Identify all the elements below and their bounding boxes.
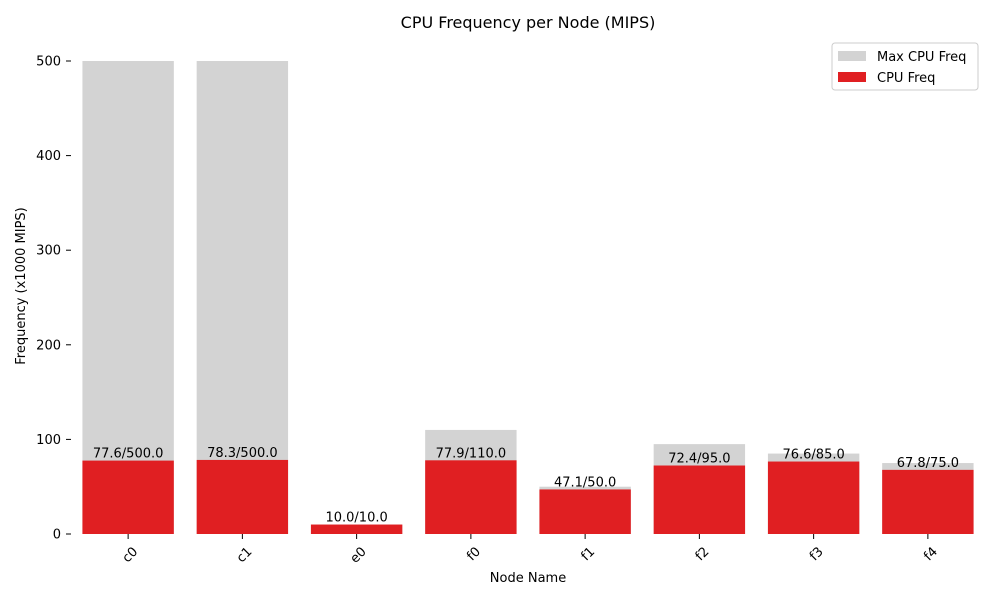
legend: Max CPU Freq CPU Freq <box>831 42 979 91</box>
x-tick-label-c0: c0 <box>120 544 142 566</box>
y-tick-label-100: 100 <box>36 433 61 448</box>
data-label-c0: 77.6/500.0 <box>93 447 164 462</box>
x-tick-label-c1: c1 <box>234 544 256 566</box>
y-axis-title: Frequency (x1000 MIPS) <box>14 207 29 365</box>
y-tick-label-200: 200 <box>36 338 61 353</box>
data-label-e0: 10.0/10.0 <box>325 511 387 526</box>
x-tick-label-f1: f1 <box>578 544 598 564</box>
y-tick-label-300: 300 <box>36 244 61 259</box>
y-tick-label-500: 500 <box>36 55 61 70</box>
y-tick-label-400: 400 <box>36 149 61 164</box>
legend-label-max-cpu-freq: Max CPU Freq <box>877 50 966 65</box>
cpu-freq-bars <box>82 459 974 534</box>
bar-cpu-f2 <box>653 465 746 534</box>
x-tick-label-f4: f4 <box>921 544 941 564</box>
bar-cpu-e0 <box>310 524 403 534</box>
bar-cpu-f1 <box>539 489 631 534</box>
legend-label-cpu-freq: CPU Freq <box>877 71 935 86</box>
data-label-c1: 78.3/500.0 <box>207 446 278 461</box>
legend-swatch-cpu-freq <box>838 72 866 82</box>
x-axis-title: Node Name <box>490 571 566 586</box>
data-label-f4: 67.8/75.0 <box>897 456 959 471</box>
data-label-f1: 47.1/50.0 <box>554 475 616 490</box>
bar-cpu-f3 <box>767 461 860 534</box>
x-tick-label-f3: f3 <box>807 544 827 564</box>
x-axis: c0 c1 e0 f0 f1 f2 f3 f4 <box>120 534 941 567</box>
data-label-f3: 76.6/85.0 <box>782 448 844 463</box>
chart-title: CPU Frequency per Node (MIPS) <box>401 13 656 32</box>
x-tick-label-f2: f2 <box>693 544 713 564</box>
bar-cpu-f4 <box>882 469 974 534</box>
x-tick-label-e0: e0 <box>348 544 370 566</box>
x-tick-label-f0: f0 <box>464 544 484 564</box>
y-tick-label-0: 0 <box>53 528 61 543</box>
data-label-f2: 72.4/95.0 <box>668 452 730 467</box>
bar-max-c1 <box>196 61 289 534</box>
bar-cpu-f0 <box>425 460 517 534</box>
bar-max-c0 <box>82 61 174 534</box>
data-label-f0: 77.9/110.0 <box>436 446 507 461</box>
data-labels: 77.6/500.0 78.3/500.0 10.0/10.0 77.9/110.0 4… <box>93 446 959 526</box>
legend-swatch-max-cpu-freq <box>838 51 866 61</box>
bar-cpu-c1 <box>196 459 289 534</box>
y-axis: 0 100 200 300 400 500 <box>36 55 71 543</box>
bar-cpu-c0 <box>82 460 174 534</box>
legend-box <box>831 42 979 91</box>
